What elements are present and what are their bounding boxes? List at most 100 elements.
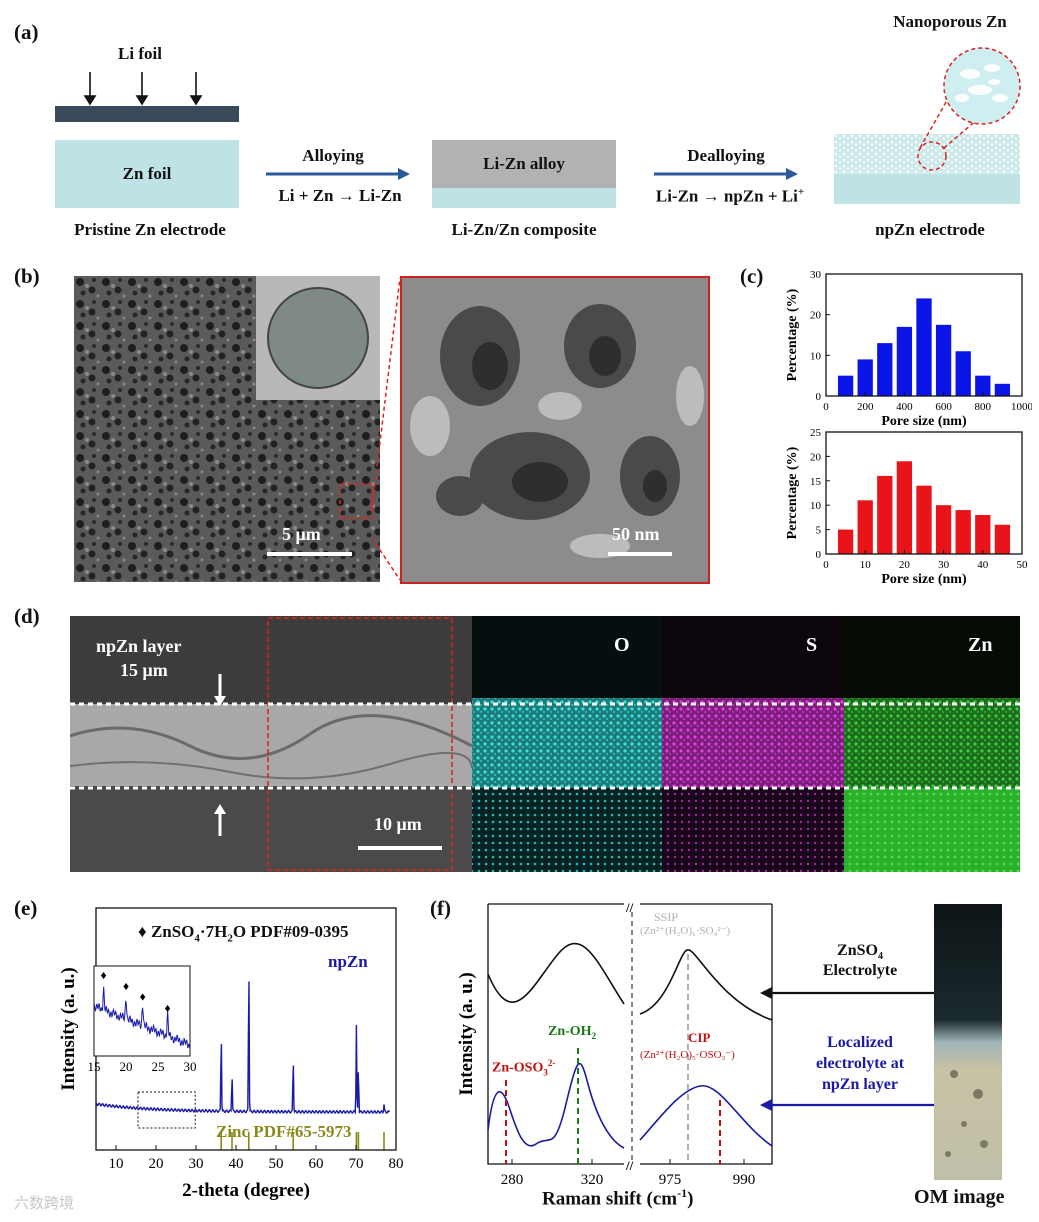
histogram-bar [916, 298, 932, 396]
x-tick-label: 400 [896, 401, 913, 413]
scale-bar-10um: 10 μm [374, 814, 422, 834]
composite-label: Li-Zn/Zn composite [451, 220, 597, 239]
eds-o-label: O [614, 634, 630, 656]
left-arrow-icon [760, 987, 936, 999]
y-tick-label: 20 [810, 310, 822, 322]
x-tick-label: 30 [189, 1156, 204, 1172]
panel-label-e: (e) [14, 896, 38, 920]
npzn-spectrum-right [639, 1085, 773, 1147]
x-tick-label: 600 [935, 401, 952, 413]
npzn-series-label: npZn [328, 952, 368, 971]
x-tick-label: 975 [659, 1172, 682, 1188]
x-tick-label: 990 [733, 1172, 756, 1188]
inset-x-tick-label: 25 [152, 1059, 165, 1074]
scale-bar-50nm: 50 nm [612, 524, 660, 544]
electrolyte-spectrum-left [487, 942, 625, 1005]
histogram-bar [935, 324, 952, 396]
axis-break-mark: // [625, 1158, 634, 1173]
y-tick-label: 5 [816, 525, 822, 537]
down-arrows-icon [83, 72, 203, 106]
diamond-marker: ♦ [165, 1001, 171, 1015]
right-arrow-icon-2 [654, 168, 798, 180]
x-axis-label: Pore size (nm) [881, 572, 967, 587]
cross-section-image [70, 616, 1020, 872]
ssip-formula: (Zn²⁺(H₂O)₆·SO₄²⁻) [640, 925, 731, 937]
scale-bar-5um: 5 μm [282, 524, 321, 544]
alloy-reaction: Li + Zn → Li-Zn [278, 186, 402, 205]
npzn-pattern-line [95, 981, 391, 1115]
zn-foil-box: Zn foil [55, 140, 239, 208]
x-tick-label: 320 [581, 1172, 604, 1188]
panel-label-d: (d) [14, 604, 40, 628]
histogram-bar [994, 524, 1011, 554]
y-axis-label: Percentage (%) [785, 446, 800, 539]
x-tick-label: 200 [857, 401, 874, 413]
x-axis-label: 2-theta (degree) [182, 1180, 310, 1201]
histogram-bar [896, 326, 913, 396]
inset-x-tick-label: 20 [120, 1059, 133, 1074]
histogram-bar [896, 461, 913, 554]
electrolyte-spectrum-right [639, 949, 773, 1021]
panel-label-a: (a) [14, 20, 39, 44]
right-arrow-icon [266, 168, 410, 180]
x-tick-label: 80 [389, 1156, 404, 1172]
sem-image-lowmag [74, 276, 380, 582]
localized-label: Localized electrolyte at npZn layer [815, 1034, 905, 1093]
histogram-bar [877, 475, 893, 554]
x-tick-label: 50 [1017, 559, 1029, 571]
panel-label-f: (f) [430, 896, 451, 920]
eds-zn-label: Zn [968, 634, 993, 656]
y-tick-label: 0 [816, 549, 822, 561]
x-tick-label: 10 [109, 1156, 124, 1172]
cip-label: CIP [688, 1030, 711, 1045]
x-tick-label: 20 [149, 1156, 164, 1172]
zn-substrate-box [432, 188, 616, 208]
panel-label-b: (b) [14, 264, 40, 288]
zn-oso3-label: Zn-OSO32- [492, 1058, 556, 1078]
lizn-alloy-label: Li-Zn alloy [483, 154, 565, 173]
eds-s-label: S [806, 634, 818, 656]
histogram-bar [916, 485, 932, 554]
xrd-chart: 10 20 30 40 50 60 70 80 2-theta (degree) Intensit… [58, 907, 404, 1201]
y-tick-label: 30 [810, 269, 822, 281]
nanoporous-label: Nanoporous Zn [893, 12, 1007, 31]
histogram-bar [994, 383, 1011, 396]
npzn-electrode-label: npZn electrode [875, 220, 985, 239]
y-tick-label: 10 [810, 500, 822, 512]
pristine-label: Pristine Zn electrode [74, 220, 226, 239]
dealloy-reaction: Li-Zn → npZn + Li+ [655, 186, 805, 206]
x-tick-label: 70 [349, 1156, 364, 1172]
x-tick-label: 30 [938, 559, 950, 571]
cip-formula: (Zn²⁺(H₂O)₅·OSO₃⁻) [640, 1049, 735, 1061]
plot-frame [825, 431, 1023, 555]
ssip-label: SSIP [654, 910, 679, 924]
y-axis-label: Percentage (%) [785, 288, 800, 381]
zn-foil-label: Zn foil [122, 164, 172, 183]
histogram-bar [975, 514, 991, 554]
om-image [934, 904, 1002, 1180]
raman-chart: // // 280 320 975 990 Intensity (a. u.) [456, 900, 773, 1188]
x-tick-label: 40 [229, 1156, 244, 1172]
histogram-bar [857, 359, 873, 396]
zoom-region-box [137, 1091, 196, 1129]
inset-pattern-line [93, 986, 191, 1049]
x-tick-label: 0 [823, 401, 829, 413]
lizn-alloy-box: Li-Zn alloy [432, 140, 616, 188]
histogram-bar [935, 505, 952, 554]
plot-frame [825, 273, 1023, 397]
x-axis-label: Pore size (nm) [881, 414, 967, 429]
zinc-pdf-label: Zinc PDF#65-5973 [216, 1122, 352, 1141]
watermark: 六数跨境 [14, 1195, 75, 1212]
om-image-label: OM image [914, 1186, 1005, 1208]
histogram-bar [857, 500, 873, 554]
li-foil-label: Li foil [118, 44, 162, 63]
npzn-layer-label: npZn layer [96, 636, 182, 656]
y-tick-label: 10 [810, 350, 822, 362]
y-tick-label: 0 [816, 391, 822, 403]
histogram-bar [877, 343, 893, 396]
histogram-bar [837, 529, 854, 554]
y-tick-label: 15 [810, 476, 822, 488]
zn-oh2-label: Zn-OH2 [548, 1024, 597, 1041]
diamond-marker: ♦ [123, 979, 129, 993]
